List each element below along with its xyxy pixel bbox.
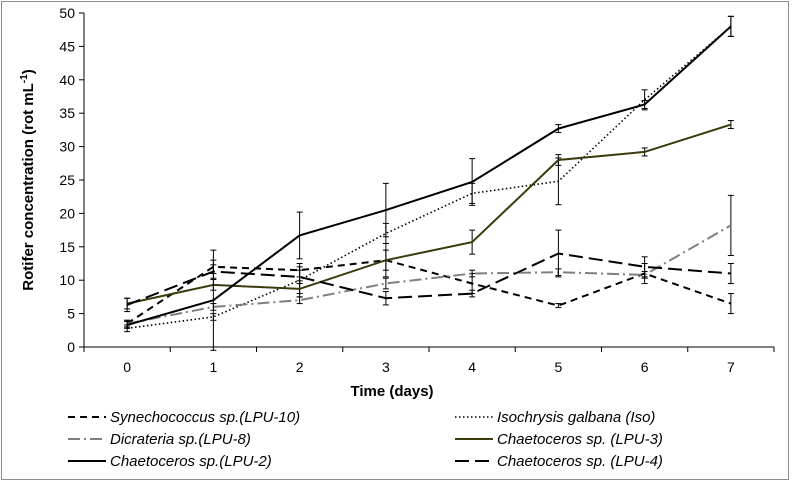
legend: Synechococcus sp.(LPU-10) Isochrysis galb… — [68, 409, 663, 470]
y-tick-label: 30 — [59, 139, 75, 155]
y-tick-label: 40 — [59, 72, 75, 88]
legend-item: Synechococcus sp.(LPU-10) — [68, 409, 300, 426]
series-line — [126, 224, 732, 325]
error-bar — [296, 269, 303, 285]
x-tick-label: 0 — [123, 359, 131, 375]
y-tick-label: 10 — [59, 272, 75, 288]
x-tick-label: 7 — [727, 359, 735, 375]
x-tick-label: 5 — [554, 359, 562, 375]
error-bar — [555, 303, 562, 309]
x-ticks: 0 1 2 3 4 5 6 7 — [83, 347, 775, 375]
series-4 — [124, 120, 734, 310]
legend-label: Chaetoceros sp. (LPU-4) — [497, 453, 663, 470]
legend-label: Chaetoceros sp. (LPU-3) — [497, 431, 663, 448]
series-6 — [124, 229, 734, 313]
error-bar — [469, 269, 476, 278]
error-bar — [727, 15, 734, 37]
series-line — [126, 25, 732, 330]
y-tick-label: 0 — [67, 339, 75, 355]
series-1 — [124, 249, 734, 328]
y-tick-label: 15 — [59, 239, 75, 255]
x-axis-title: Time (days) — [350, 383, 433, 400]
series-3 — [124, 194, 734, 328]
legend-item: Chaetoceros sp. (LPU-4) — [455, 453, 663, 470]
y-axis-title-close: ) — [20, 69, 37, 74]
y-tick-label: 20 — [59, 205, 75, 221]
x-tick-label: 1 — [209, 359, 217, 375]
y-tick-label: 25 — [59, 172, 75, 188]
series-layer — [124, 15, 734, 351]
x-tick-label: 3 — [382, 359, 390, 375]
legend-label: Dicrateria sp.(LPU-8) — [110, 431, 251, 448]
series-line — [126, 123, 732, 305]
legend-label: Chaetoceros sp.(LPU-2) — [110, 453, 272, 470]
legend-item: Chaetoceros sp. (LPU-3) — [455, 431, 663, 448]
y-axis-title-main: Rotifer concentration (rot mL — [20, 83, 37, 291]
legend-item: Isochrysis galbana (Iso) — [455, 409, 655, 426]
y-ticks: 0 5 10 15 20 25 30 35 40 45 50 — [59, 5, 84, 355]
x-tick-label: 4 — [468, 359, 476, 375]
x-tick-label: 6 — [641, 359, 649, 375]
x-tick-label: 2 — [296, 359, 304, 375]
y-tick-label: 50 — [59, 5, 75, 21]
y-tick-label: 35 — [59, 105, 75, 121]
legend-item: Chaetoceros sp.(LPU-2) — [68, 453, 272, 470]
series-line — [126, 25, 732, 326]
y-tick-label: 5 — [67, 306, 75, 322]
legend-label: Isochrysis galbana (Iso) — [497, 409, 655, 426]
error-bar — [469, 289, 476, 298]
series-line — [126, 252, 731, 306]
error-bar — [641, 256, 648, 278]
legend-label: Synechococcus sp.(LPU-10) — [110, 409, 300, 426]
y-axis-title: Rotifer concentration (rot mL-1) — [19, 69, 37, 290]
series-5 — [124, 15, 734, 351]
series-line — [126, 259, 732, 325]
error-bar — [382, 277, 389, 290]
y-tick-label: 45 — [59, 38, 75, 54]
legend-item: Dicrateria sp.(LPU-8) — [68, 431, 251, 448]
y-axis-title-superscript: -1 — [19, 74, 30, 83]
